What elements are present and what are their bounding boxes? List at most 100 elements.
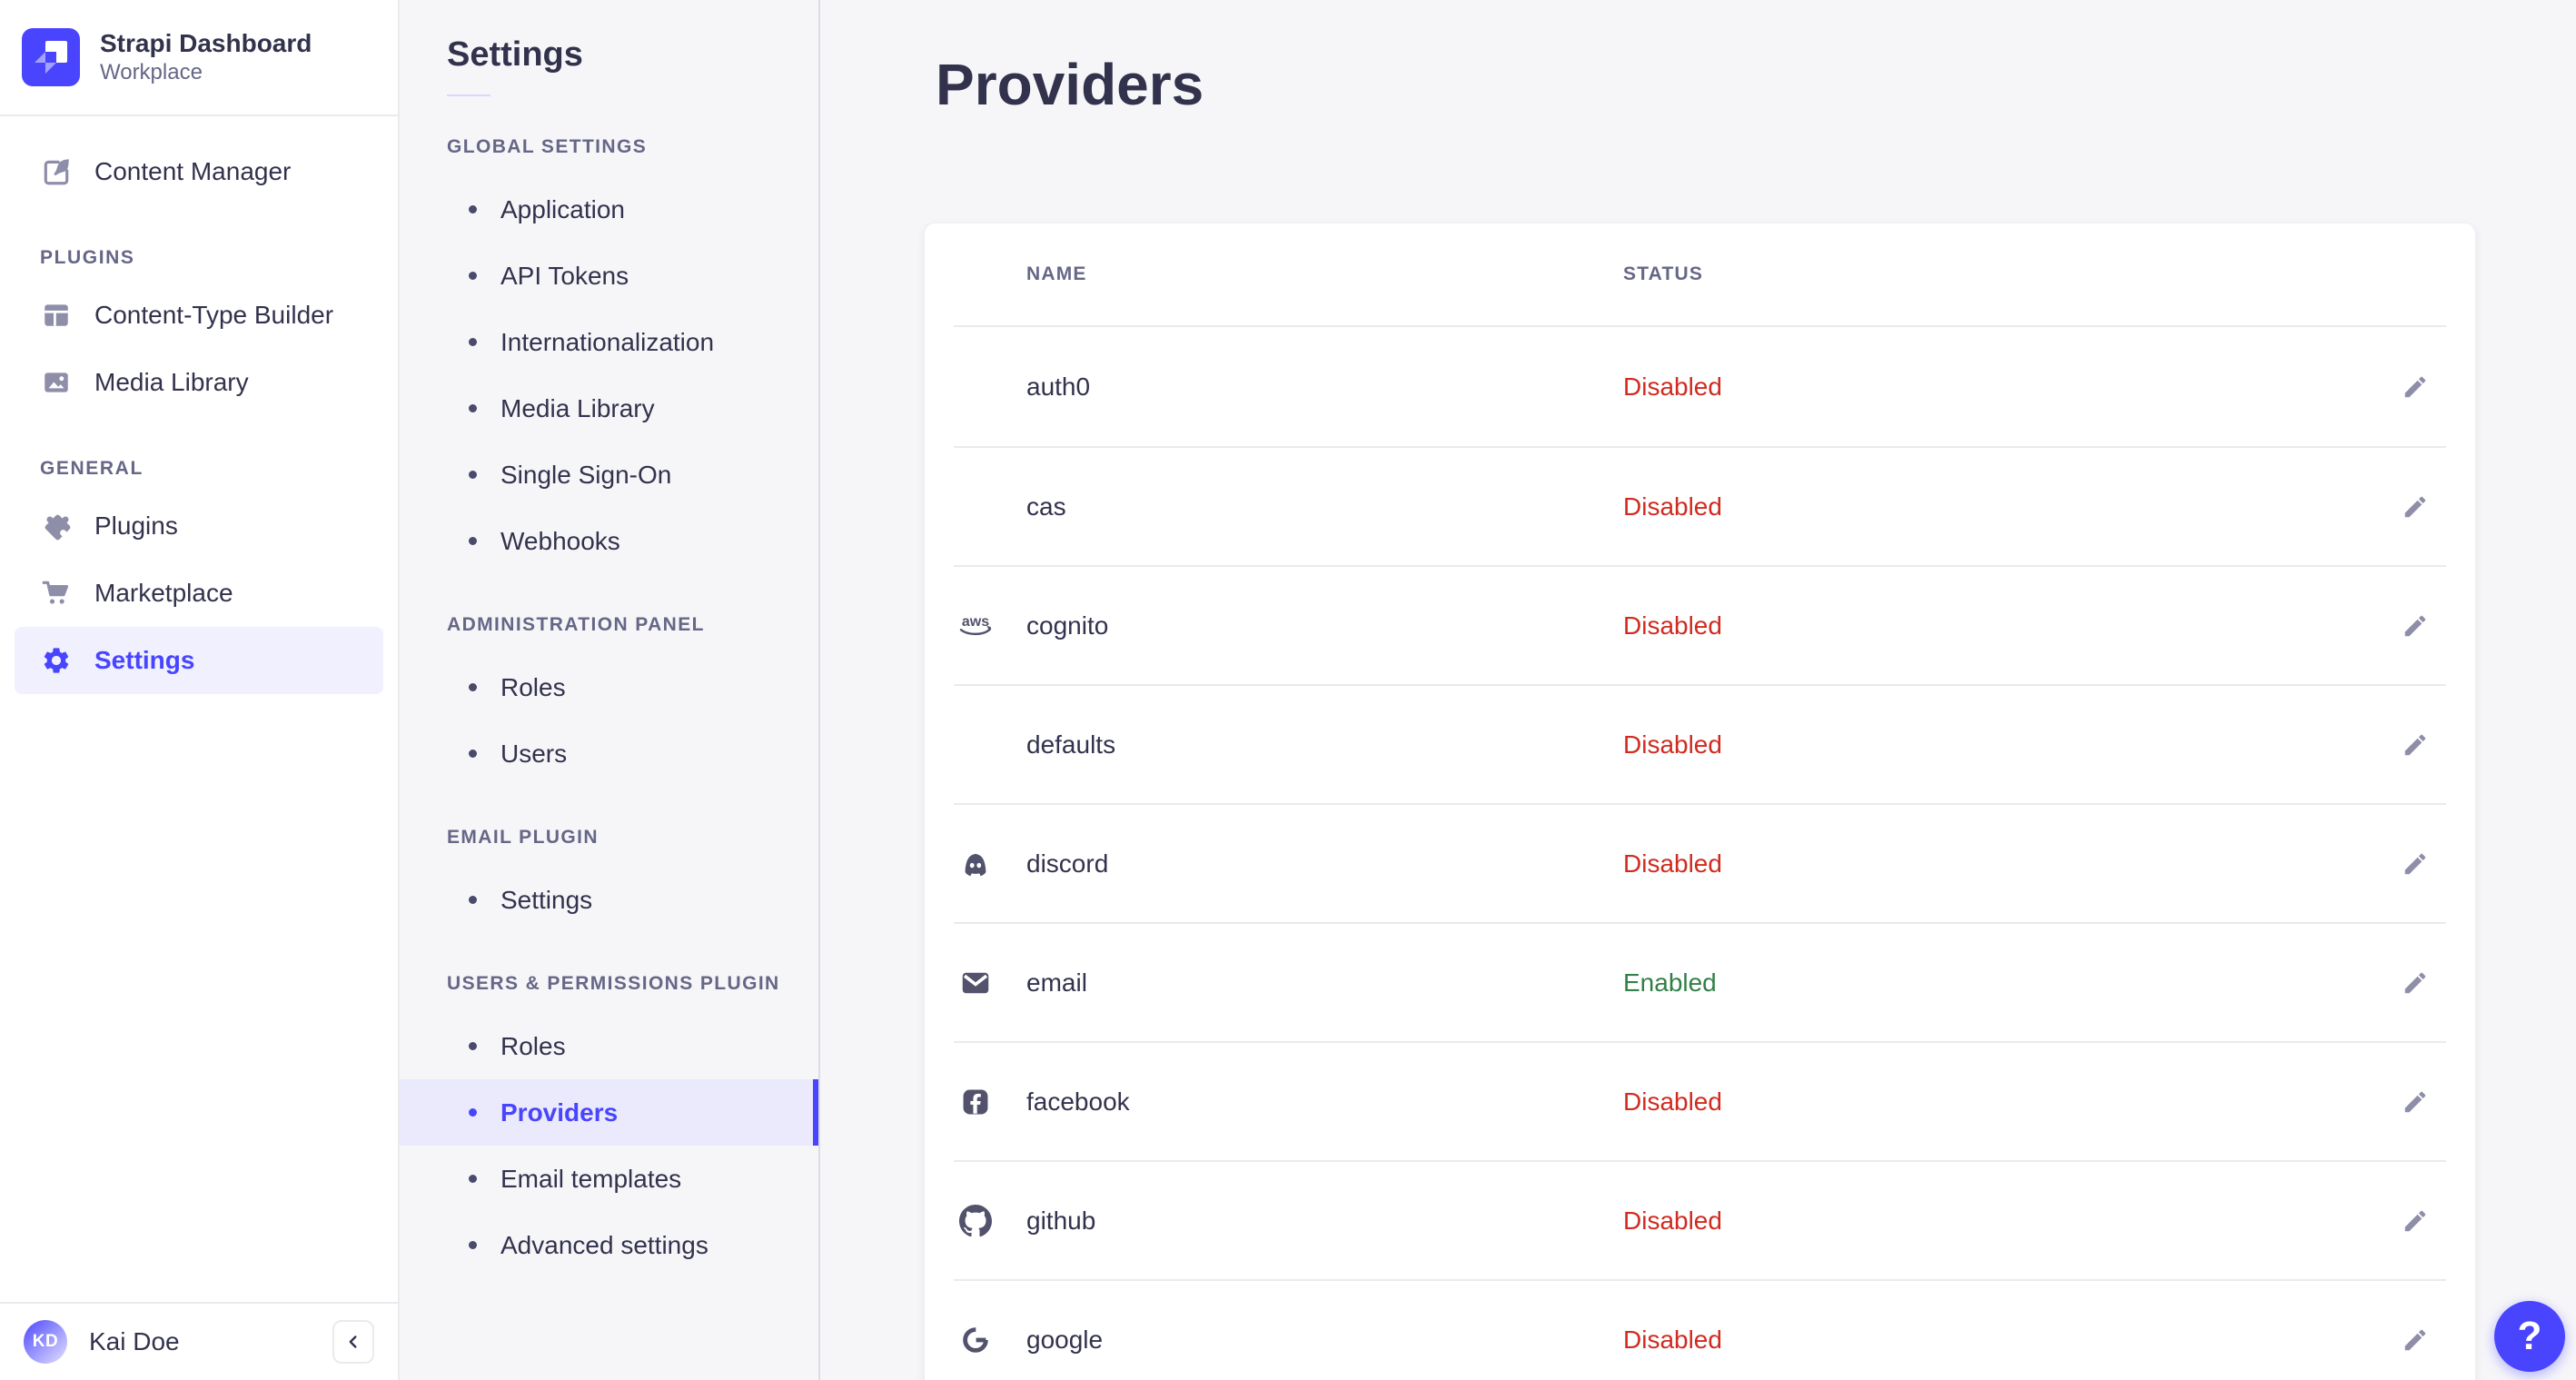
bullet-dot bbox=[469, 896, 477, 904]
content-type-builder-icon bbox=[40, 299, 73, 332]
provider-name: auth0 bbox=[1026, 372, 1091, 401]
sidebar-section-label: PLUGINS bbox=[40, 247, 135, 268]
collapse-sidebar-button[interactable] bbox=[332, 1320, 374, 1364]
subnav-title: Settings bbox=[447, 35, 583, 74]
sidebar-section-label: GENERAL bbox=[40, 458, 144, 479]
subnav-item-application[interactable]: Application bbox=[400, 176, 818, 243]
subnav-item-single-sign-on[interactable]: Single Sign-On bbox=[400, 442, 818, 508]
column-header-status: STATUS bbox=[1623, 263, 1704, 284]
edit-provider-button[interactable] bbox=[2395, 1320, 2435, 1360]
edit-provider-button[interactable] bbox=[2395, 725, 2435, 765]
subnav-item-email-templates[interactable]: Email templates bbox=[400, 1146, 818, 1212]
subnav-item-internationalization[interactable]: Internationalization bbox=[400, 309, 818, 375]
workspace-header[interactable]: Strapi Dashboard Workplace bbox=[0, 0, 398, 116]
plugins-icon bbox=[40, 510, 73, 542]
column-header-name: NAME bbox=[1026, 263, 1087, 284]
sidebar-item-media-library[interactable]: Media Library bbox=[15, 349, 383, 416]
help-button[interactable]: ? bbox=[2494, 1301, 2565, 1372]
sidebar-item-marketplace[interactable]: Marketplace bbox=[15, 560, 383, 627]
page-title: Providers bbox=[936, 52, 1204, 117]
email-icon bbox=[954, 967, 997, 999]
pencil-icon bbox=[2402, 373, 2429, 401]
subnav-item-roles[interactable]: Roles bbox=[400, 654, 818, 720]
settings-subnav: Settings GLOBAL SETTINGS Application API T… bbox=[400, 0, 820, 1380]
table-row-discord[interactable]: discord Disabled bbox=[954, 803, 2446, 922]
bullet-dot bbox=[469, 750, 477, 758]
sidebar-nav: Content Manager PLUGINS Content-Type Buil… bbox=[0, 116, 398, 1302]
provider-status: Disabled bbox=[1623, 1087, 1722, 1116]
edit-provider-button[interactable] bbox=[2395, 367, 2435, 407]
subnav-section-label: EMAIL PLUGIN bbox=[447, 827, 599, 848]
content-manager-icon bbox=[40, 155, 73, 188]
sidebar-item-content-manager[interactable]: Content Manager bbox=[15, 138, 383, 205]
subnav-item-label: Roles bbox=[500, 1031, 566, 1060]
provider-status: Disabled bbox=[1623, 491, 1722, 521]
user-menu[interactable]: KD Kai Doe bbox=[24, 1320, 311, 1364]
table-row-email[interactable]: email Enabled bbox=[954, 922, 2446, 1041]
table-row-defaults[interactable]: defaults Disabled bbox=[954, 684, 2446, 803]
bullet-dot bbox=[469, 338, 477, 346]
provider-name: discord bbox=[1026, 849, 1109, 878]
edit-provider-button[interactable] bbox=[2395, 844, 2435, 884]
bullet-dot bbox=[469, 683, 477, 691]
edit-provider-button[interactable] bbox=[2395, 1082, 2435, 1122]
bullet-dot bbox=[469, 537, 477, 545]
edit-provider-button[interactable] bbox=[2395, 487, 2435, 527]
table-row-github[interactable]: github Disabled bbox=[954, 1160, 2446, 1279]
chevron-left-icon bbox=[343, 1332, 363, 1352]
subnav-item-label: Webhooks bbox=[500, 526, 620, 555]
provider-status: Disabled bbox=[1623, 611, 1722, 640]
subnav-item-settings[interactable]: Settings bbox=[400, 867, 818, 933]
provider-name: cognito bbox=[1026, 611, 1109, 640]
table-row-auth0[interactable]: auth0 Disabled bbox=[954, 327, 2446, 446]
subnav-item-label: Single Sign-On bbox=[500, 460, 672, 489]
bullet-dot bbox=[469, 1175, 477, 1183]
subnav-item-webhooks[interactable]: Webhooks bbox=[400, 508, 818, 574]
providers-table-card: NAME STATUS auth0 Disabled cas Disabled aws c… bbox=[925, 223, 2475, 1380]
sidebar-item-label: Content-Type Builder bbox=[94, 301, 334, 329]
subnav-divider bbox=[447, 94, 490, 96]
subnav-item-label: Settings bbox=[500, 885, 593, 914]
google-icon bbox=[954, 1324, 997, 1356]
sidebar-item-settings[interactable]: Settings bbox=[15, 627, 383, 694]
edit-provider-button[interactable] bbox=[2395, 1201, 2435, 1241]
sidebar-footer: KD Kai Doe bbox=[0, 1302, 398, 1380]
subnav-section-label: ADMINISTRATION PANEL bbox=[447, 614, 705, 635]
edit-provider-button[interactable] bbox=[2395, 606, 2435, 646]
table-header-row: NAME STATUS bbox=[954, 223, 2446, 327]
subnav-section-label: GLOBAL SETTINGS bbox=[447, 136, 648, 157]
sidebar-item-label: Media Library bbox=[94, 368, 249, 396]
question-mark-icon: ? bbox=[2517, 1314, 2542, 1358]
main-content: Providers NAME STATUS auth0 Disabled cas Di… bbox=[820, 0, 2576, 1380]
discord-icon bbox=[954, 847, 997, 881]
subnav-item-api-tokens[interactable]: API Tokens bbox=[400, 243, 818, 309]
table-row-cognito[interactable]: aws cognito Disabled bbox=[954, 565, 2446, 684]
bullet-dot bbox=[469, 272, 477, 280]
pencil-icon bbox=[2402, 1326, 2429, 1354]
provider-status: Enabled bbox=[1623, 968, 1717, 997]
provider-status: Disabled bbox=[1623, 1206, 1722, 1235]
user-name: Kai Doe bbox=[89, 1327, 180, 1355]
subnav-item-label: Internationalization bbox=[500, 327, 715, 356]
subnav-item-providers[interactable]: Providers bbox=[400, 1079, 818, 1146]
subnav-item-advanced-settings[interactable]: Advanced settings bbox=[400, 1212, 818, 1278]
subnav-item-label: API Tokens bbox=[500, 261, 629, 290]
sidebar-item-plugins[interactable]: Plugins bbox=[15, 492, 383, 560]
subnav-item-users[interactable]: Users bbox=[400, 720, 818, 787]
svg-text:aws: aws bbox=[962, 614, 989, 630]
subnav-item-label: Users bbox=[500, 739, 568, 768]
table-row-facebook[interactable]: facebook Disabled bbox=[954, 1041, 2446, 1160]
media-library-icon bbox=[40, 366, 73, 399]
aws-icon: aws bbox=[954, 611, 997, 640]
table-row-google[interactable]: google Disabled bbox=[954, 1279, 2446, 1380]
provider-status: Disabled bbox=[1623, 730, 1722, 759]
table-row-cas[interactable]: cas Disabled bbox=[954, 446, 2446, 565]
avatar: KD bbox=[24, 1320, 67, 1364]
subnav-item-media-library[interactable]: Media Library bbox=[400, 375, 818, 442]
sidebar-item-label: Plugins bbox=[94, 511, 178, 540]
edit-provider-button[interactable] bbox=[2395, 963, 2435, 1003]
provider-name: google bbox=[1026, 1325, 1104, 1354]
subnav-item-roles[interactable]: Roles bbox=[400, 1013, 818, 1079]
subnav-item-label: Media Library bbox=[500, 393, 655, 422]
sidebar-item-content-type-builder[interactable]: Content-Type Builder bbox=[15, 282, 383, 349]
